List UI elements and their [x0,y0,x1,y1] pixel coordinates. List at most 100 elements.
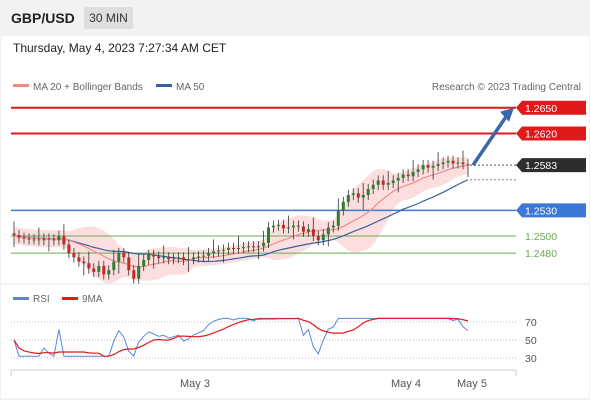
candle-body [396,177,400,181]
ma20-legend-swatch [13,84,29,87]
candle-body [17,235,21,238]
ma20-line [13,164,469,268]
candle-body [326,227,330,235]
candle-body [411,171,415,177]
candle-body [172,258,176,260]
candle-body [127,257,131,271]
candle-body [242,247,245,249]
candle-body [117,253,121,262]
moving-averages [13,164,516,268]
candle-body [102,265,106,275]
ma50-line [13,179,469,263]
candle-body [77,257,81,262]
arrow-head [500,107,514,122]
candle-body [192,257,196,260]
candle-body [286,227,290,229]
rsi-legend-label: RSI [33,294,50,305]
candle-body [321,234,325,241]
candle-body [341,201,345,211]
level-label: 1.2500 [525,231,557,243]
candle-body [152,254,156,257]
rsi-ma-legend-label: 9MA [82,294,103,305]
candle-body [276,224,280,226]
level-labels: 1.2650 1.2620 1.2583 1.2530 1.2500 1.2480 [516,100,586,260]
candle-body [291,225,295,228]
candle-body [401,174,405,178]
credit-label: Research © 2023 Trading Central [432,82,581,93]
candle-body [406,174,410,177]
candle-body [112,261,116,271]
candle-body [122,253,126,258]
level-label-box [516,100,586,115]
ma50-legend-label: MA 50 [176,82,205,93]
candle-body [456,162,460,164]
candle-body [177,257,181,259]
datetime-label: Thursday, May 4, 2023 7:27:34 AM CET [13,41,227,55]
level-label-box [516,158,586,173]
forecast-arrow [471,107,514,167]
candle-body [247,246,250,248]
candle-body [346,195,350,202]
level-label: 1.2480 [525,248,557,260]
candle-body [72,253,76,258]
candle-body [157,256,161,259]
candle-body [92,268,96,272]
rsi-tick-label: 30 [525,353,537,365]
candle-body [351,193,355,195]
candle-body [441,162,445,165]
candle-body [371,184,375,189]
candle-body [12,233,16,236]
level-label: 1.2620 [525,129,557,141]
x-tick-label: May 3 [180,378,210,390]
rsi-panel: 70 50 30 [11,317,537,365]
candle-body [227,248,230,250]
ma50-legend-swatch [156,84,172,87]
candle-body [356,193,360,198]
candle-body [52,239,56,241]
candle-body [306,229,310,232]
candle-body [376,180,380,185]
candle-body [237,248,240,249]
candle-body [431,165,435,168]
bollinger-band-area [14,156,468,284]
timeframe-button[interactable]: 30 MIN [84,7,133,29]
symbol-label: GBP/USD [11,10,75,26]
level-label: 1.2583 [525,160,557,172]
candle-body [212,251,216,254]
candle-body [67,244,71,253]
candle-body [451,160,455,164]
rsi-legend-swatch [13,297,29,300]
level-label-box [516,126,586,141]
level-lines [11,106,516,254]
candle-body [296,225,300,227]
candle-body [446,160,450,163]
level-label-box [516,203,586,218]
candle-body [62,236,66,245]
candle-body [386,183,390,185]
rsi-ma-legend-swatch [62,297,78,300]
candle-body [436,164,440,166]
candle-body [366,189,370,195]
candle-body [381,180,385,185]
candle-body [32,239,36,241]
ma20-legend-label: MA 20 + Bollinger Bands [33,82,143,93]
arrow-shaft [471,112,510,167]
x-tick-label: May 5 [457,378,487,390]
candle-body [257,246,260,248]
candle-body [281,224,285,229]
candle-body [182,257,186,260]
candle-body [82,261,86,264]
candle-body [137,265,141,279]
candle-body [202,255,206,257]
candle-body [22,237,26,239]
candle-body [391,180,395,184]
candle-body [197,256,201,258]
candle-body [37,239,41,241]
candle-body [301,226,305,232]
candle-body [336,210,340,226]
candle-body [421,165,425,170]
candle-body [87,263,91,269]
candle-body [142,259,146,266]
